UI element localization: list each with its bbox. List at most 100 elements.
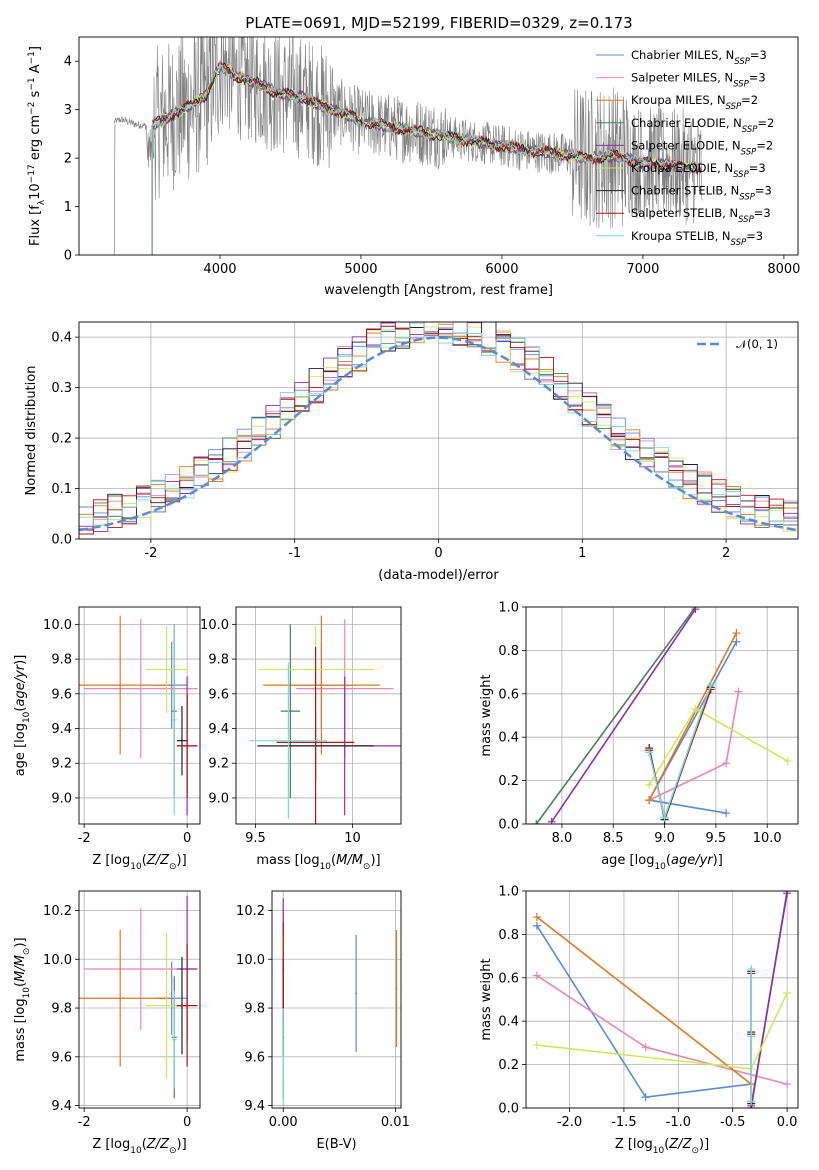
legend-entry: Kroupa ELODIE, NSSP=3: [631, 161, 766, 180]
weight-marker-chabrier_miles: [532, 921, 541, 930]
x-tick-label: 8.5: [603, 831, 624, 846]
z-weight-plot-area: [532, 891, 792, 1108]
x-tick-label: -1.0: [666, 1115, 691, 1130]
data-point-kroupa_stelib: [287, 739, 290, 742]
model-line-chabrier_stelib: [152, 62, 702, 176]
legend-entry: Chabrier STELIB, NSSP=3: [631, 184, 772, 203]
weight-line-chabrier_elodie: [535, 607, 697, 824]
x-axis-label: Z [log10(Z/Z⊙)]: [92, 1137, 186, 1156]
ebv-mass-panel: 0.00 0.01 9.4 9.6 9.8 10.0 10.2 E(B-V): [236, 890, 410, 1152]
x-axis-label: Z [log10(Z/Z⊙)]: [615, 1137, 709, 1156]
y-tick-label: 9.4: [51, 722, 72, 737]
spectrum-edge: [113, 124, 116, 255]
x-tick-label: 9.5: [245, 831, 266, 846]
legend-entry: Kroupa MILES, NSSP=2: [631, 93, 758, 112]
y-tick-label: 10.2: [236, 904, 265, 919]
x-tick-label: 6000: [485, 262, 518, 277]
data-point-salpeter_stelib: [186, 744, 189, 747]
weight-marker-chabrier_miles: [732, 637, 741, 646]
y-tick-label: 0.4: [498, 1015, 519, 1030]
y-tick-label: 9.0: [51, 791, 72, 806]
data-point-kroupa_miles: [119, 997, 122, 1000]
age-weight-panel: 8.0 8.5 9.0 9.5 10.0 0.0 0.2 0.4 0.6 0.8 1.0 mass w…: [479, 601, 799, 872]
x-tick-label: 0.01: [381, 1115, 410, 1130]
data-point-kroupa_stelib: [282, 1055, 285, 1058]
y-tick-label: 9.2: [51, 757, 72, 772]
weight-marker-kroupa_miles: [732, 629, 741, 638]
x-tick-label: 8.0: [552, 831, 573, 846]
weight-marker-kroupa_elodie: [532, 1041, 541, 1050]
y-tick-label: 9.0: [208, 791, 229, 806]
y-tick-label: 9.6: [51, 687, 72, 702]
mass-age-panel: 9.5 10 9.0 9.2 9.4 9.6 9.8 10.0 mass [log10(M/M⊙…: [200, 606, 402, 872]
data-point-salpeter_stelib: [282, 970, 285, 973]
x-tick-label: 9.0: [654, 831, 675, 846]
data-point-salpeter_miles: [139, 687, 142, 690]
data-point-kroupa_elodie: [165, 1004, 168, 1007]
weight-line-chabrier_miles: [536, 925, 752, 1099]
y-tick-label: 1.0: [498, 601, 519, 616]
data-point-kroupa_stelib: [173, 1038, 176, 1041]
weight-marker-kroupa_stelib: [747, 965, 756, 974]
weight-marker-salpeter_miles: [734, 687, 743, 696]
weight-marker-kroupa_elodie: [691, 704, 700, 713]
y-tick-label: 9.8: [51, 1002, 72, 1017]
y-tick-label: 9.6: [208, 687, 229, 702]
residual-panel: -2 -1 0 1 2 0.0 0.1 0.2 0.3 0.4 (data-model)/error…: [24, 321, 799, 583]
axes-frame: [525, 890, 799, 1109]
y-tick-label: 9.6: [244, 1050, 265, 1065]
weight-marker-salpeter_miles: [722, 759, 731, 768]
legend-entry-gaussian: 𝒩(0, 1): [736, 337, 778, 351]
x-tick-label: -2.0: [557, 1115, 582, 1130]
y-tick-label: 0.0: [498, 818, 519, 833]
x-tick-label: 10: [344, 831, 361, 846]
residual-plot-area: [79, 322, 798, 535]
z-age-plot-area: [79, 615, 198, 816]
z-mass-panel: -2 0 9.4 9.6 9.8 10.0 10.2 Z [log10(Z/Z⊙)] mass …: [13, 890, 201, 1156]
x-tick-label: 1: [578, 546, 586, 561]
axes-frame: [525, 606, 799, 825]
axes-frame: [235, 606, 402, 825]
weight-marker-chabrier_miles: [641, 1093, 650, 1102]
x-tick-label: 0.00: [269, 1115, 298, 1130]
weight-line-salpeter_elodie: [551, 608, 697, 823]
weight-line-salpeter_elodie: [750, 893, 788, 1106]
age-weight-plot-area: [532, 607, 792, 824]
axes-frame: [78, 36, 799, 256]
weight-marker-kroupa_stelib: [706, 681, 715, 690]
x-axis-label: (data-model)/error: [378, 568, 499, 583]
y-tick-label: 9.4: [244, 1099, 265, 1114]
y-tick-label: 4: [64, 55, 72, 70]
data-point-salpeter_stelib: [314, 741, 317, 744]
x-tick-label: -2: [78, 831, 91, 846]
mass-age-plot-area: [249, 615, 401, 824]
weight-line-kroupa_elodie: [536, 992, 788, 1070]
y-tick-label: 9.4: [208, 722, 229, 737]
x-tick-label: 0.0: [777, 1115, 798, 1130]
weight-marker-salpeter_miles: [532, 971, 541, 980]
y-tick-label: 0.4: [51, 331, 72, 346]
z-mass-plot-area: [79, 895, 198, 1099]
x-tick-label: -1: [288, 546, 301, 561]
y-tick-label: 10.2: [43, 904, 72, 919]
y-tick-label: 0.2: [498, 774, 519, 789]
weight-marker-kroupa_miles: [645, 796, 654, 805]
spectrum-panel: 4000 5000 6000 7000 8000 0 1 2 3 4 wavelength [Ang…: [27, 36, 800, 298]
weight-marker-salpeter_elodie: [783, 891, 792, 898]
legend-entry: Salpeter MILES, NSSP=3: [631, 71, 766, 90]
weight-line-kroupa_miles: [648, 632, 738, 801]
weight-marker-kroupa_elodie: [783, 988, 792, 997]
y-axis-label: mass [log10(M/M⊙)]: [13, 937, 32, 1061]
histogram-kroupa_stelib: [79, 322, 798, 527]
axes-frame: [271, 890, 402, 1109]
x-tick-label: -0.5: [720, 1115, 745, 1130]
weight-marker-kroupa_stelib: [747, 1032, 756, 1041]
legend-entry: Salpeter ELODIE, NSSP=2: [631, 138, 773, 157]
y-tick-label: 10.0: [200, 618, 229, 633]
data-point-kroupa_miles: [320, 684, 323, 687]
weight-line-salpeter_stelib: [648, 689, 712, 821]
y-tick-label: 0.1: [51, 482, 72, 497]
y-tick-label: 10.0: [43, 618, 72, 633]
data-point-chabrier_miles: [355, 992, 358, 995]
x-tick-label: -1.5: [611, 1115, 636, 1130]
